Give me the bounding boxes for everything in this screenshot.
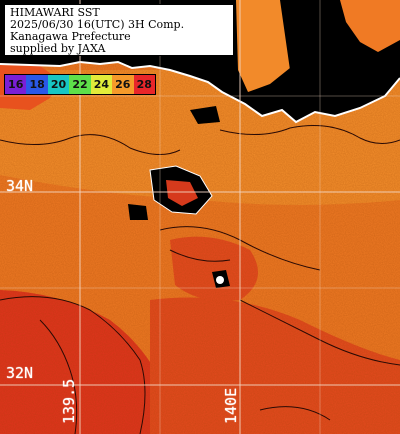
coastline-oshima [149, 165, 213, 215]
sea-tokyo-bay [340, 0, 400, 52]
land-kozushima [216, 276, 224, 284]
colorbar-18: 18 [26, 75, 48, 94]
colorbar-label-26: 26 [115, 78, 131, 91]
sst-colorbar: 16 18 20 22 24 26 28 [4, 74, 156, 95]
colorbar-label-24: 24 [93, 78, 110, 91]
map-info-box: HIMAWARI SST 2025/06/30 16(UTC) 3H Comp.… [4, 4, 234, 56]
map-region: Kanagawa Prefecture [10, 30, 131, 43]
colorbar-22: 22 [69, 75, 91, 94]
colorbar-label-20: 20 [50, 78, 67, 91]
latitude-label-34n: 34N [6, 177, 34, 195]
coastline [0, 60, 400, 124]
colorbar-16: 16 [5, 75, 27, 94]
land-small-1 [190, 106, 220, 124]
colorbar-label-28: 28 [136, 78, 152, 91]
land-toshima [128, 204, 148, 220]
colorbar-28: 28 [133, 75, 155, 94]
land-oshima-inner [166, 180, 198, 206]
longitude-label-139-5: 139.5 [60, 378, 78, 424]
map-timestamp: 2025/06/30 16(UTC) 3H Comp. [10, 18, 185, 31]
longitude-label-140e: 140E [222, 387, 240, 424]
colorbar-20: 20 [47, 75, 70, 94]
map-credit: supplied by JAXA [10, 42, 106, 55]
colorbar-label-22: 22 [72, 78, 88, 91]
colorbar-label-16: 16 [8, 78, 24, 91]
latitude-label-32n: 32N [6, 364, 34, 382]
map-title: HIMAWARI SST [10, 6, 100, 19]
colorbar-label-18: 18 [29, 78, 45, 91]
colorbar-24: 24 [90, 75, 113, 94]
colorbar-26: 26 [112, 75, 134, 94]
